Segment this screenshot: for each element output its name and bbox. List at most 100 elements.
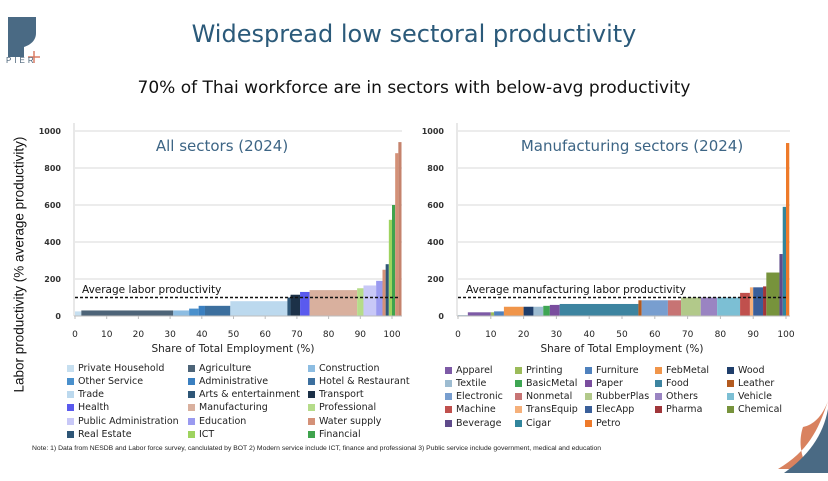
legend-label: Transport	[319, 389, 364, 401]
y-tick-label: 0	[438, 312, 444, 321]
bar-paper	[549, 304, 560, 316]
legend-swatch	[727, 366, 734, 374]
x-tick-label: 100	[777, 330, 794, 340]
legend-swatch	[585, 406, 592, 414]
legend-swatch	[585, 419, 592, 427]
legend-label: TransEquip	[526, 404, 578, 416]
legend-label: Petro	[596, 417, 621, 429]
bar-construction	[173, 310, 190, 316]
legend-label: Furniture	[596, 364, 639, 376]
all-sectors-legend-item: Financial	[308, 428, 428, 440]
legend-label: Education	[199, 415, 247, 427]
legend-label: ElecApp	[596, 404, 635, 416]
legend-swatch	[655, 406, 662, 414]
legend-swatch	[515, 366, 522, 374]
legend-label: Financial	[319, 428, 361, 440]
legend-swatch	[655, 393, 662, 401]
legend-label: Others	[666, 391, 698, 403]
legend-swatch	[515, 406, 522, 414]
all-sectors-legend-item: Real Estate	[67, 428, 188, 440]
x-tick-label: 10	[485, 330, 497, 340]
all-sectors-legend-item: Health	[67, 402, 188, 414]
legend-swatch	[515, 379, 522, 387]
all-sectors-legend-item: Public Administration	[67, 415, 188, 427]
bar-cigar	[782, 206, 786, 316]
manufacturing-legend-item: Petro	[585, 417, 655, 429]
x-axis-title-manufacturing: Share of Total Employment (%)	[540, 343, 703, 355]
bar-rubberplas	[681, 297, 701, 316]
bar-elecapp	[753, 287, 764, 316]
all-sectors-legend-item: Private Household	[67, 362, 188, 374]
bar-textile	[533, 306, 544, 316]
bar-transport	[290, 294, 301, 316]
bar-manufacturing	[309, 290, 358, 316]
bar-leather	[638, 300, 642, 316]
x-tick-label: 100	[383, 330, 400, 340]
footnote: Note: 1) Data from NESDB and Labor force…	[32, 445, 602, 452]
bar-pharma	[763, 286, 767, 316]
legend-label: Wood	[738, 364, 765, 376]
y-tick-label: 800	[44, 164, 61, 173]
bar-public-administration	[363, 285, 377, 316]
manufacturing-legend-item: Textile	[445, 377, 515, 389]
legend-label: Administrative	[199, 375, 269, 387]
x-tick-label: 70	[291, 330, 303, 340]
legend-label: Machine	[456, 404, 496, 416]
x-tick-label: 30	[551, 330, 563, 340]
legend-label: Private Household	[78, 362, 165, 374]
legend-label: Beverage	[456, 417, 502, 429]
bar-hotel-restaurant	[204, 305, 231, 316]
legend-swatch	[655, 366, 662, 374]
x-tick-label: 60	[649, 330, 661, 340]
manufacturing-legend-item: Beverage	[445, 417, 515, 429]
manufacturing-legend-item: Others	[655, 391, 727, 403]
legend-swatch	[67, 417, 74, 425]
bar-apparel	[467, 312, 491, 316]
bar-machine	[740, 292, 750, 316]
bar-basicmetal	[543, 305, 550, 316]
y-tick-label: 800	[427, 164, 444, 173]
manufacturing-legend-item: Wood	[727, 364, 797, 376]
legend-label: Apparel	[456, 364, 493, 376]
x-tick-label: 40	[583, 330, 595, 340]
legend-swatch	[188, 391, 195, 399]
legend-label: Chemical	[738, 404, 783, 416]
legend-label: Construction	[319, 362, 380, 374]
legend-swatch	[188, 377, 195, 385]
manufacturing-legend-item: Apparel	[445, 364, 515, 376]
manufacturing-legend-item: Food	[655, 377, 727, 389]
legend-label: Cigar	[526, 417, 552, 429]
pier-logo-icon	[8, 17, 40, 63]
logo-text: PIER	[6, 56, 37, 65]
legend-label: Arts & entertainment	[199, 389, 300, 401]
x-tick-label: 10	[101, 330, 113, 340]
x-tick-label: 90	[355, 330, 367, 340]
all-sectors-legend-item: Trade	[67, 389, 188, 401]
legend-swatch	[67, 364, 74, 372]
bar-real-estate	[385, 264, 389, 316]
all-sectors-legend-item: Education	[188, 415, 308, 427]
legend-label: Trade	[78, 389, 105, 401]
legend-label: Hotel & Restaurant	[319, 375, 410, 387]
bar-vehicle	[717, 297, 741, 316]
manufacturing-legend-item: Chemical	[727, 404, 797, 416]
legend-label: Other Service	[78, 375, 144, 387]
legend-swatch	[585, 379, 592, 387]
manufacturing-legend-item: Machine	[445, 404, 515, 416]
bar-nonmetal	[667, 300, 682, 316]
bar-beverage	[779, 254, 783, 316]
x-tick-label: 60	[259, 330, 271, 340]
y-tick-label: 1000	[39, 127, 62, 136]
legend-swatch	[188, 430, 195, 438]
manufacturing-legend-item: BasicMetal	[515, 377, 585, 389]
legend-label: Public Administration	[78, 415, 179, 427]
page-title: Widespread low sectoral productivity	[191, 20, 637, 48]
legend-swatch	[308, 417, 315, 425]
legend-swatch	[188, 417, 195, 425]
legend-label: Leather	[738, 377, 775, 389]
legend-swatch	[308, 391, 315, 399]
bar-agriculture	[81, 310, 174, 316]
all-sectors-legend-item: Administrative	[188, 375, 308, 387]
x-tick-label: 90	[747, 330, 759, 340]
corner-decoration-icon	[778, 401, 828, 473]
